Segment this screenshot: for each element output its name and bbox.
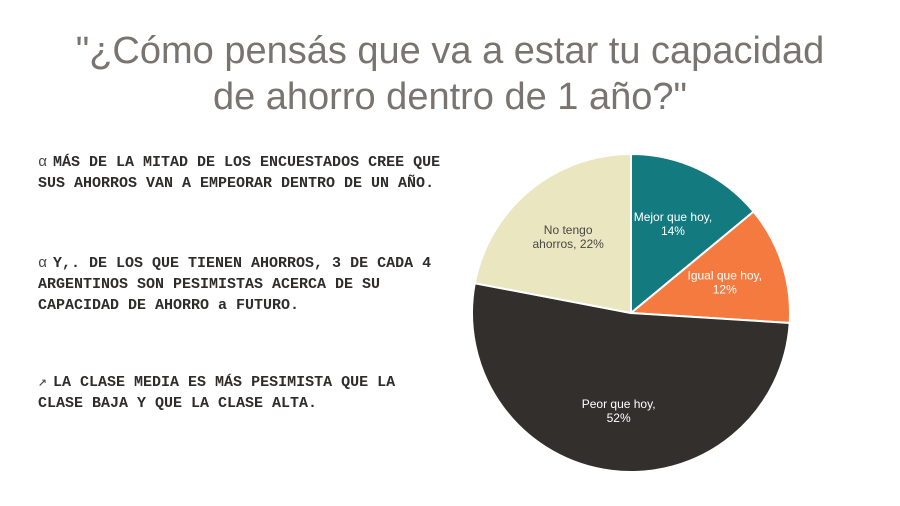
title-line-2: de ahorro dentro de 1 año?" bbox=[212, 76, 688, 118]
bullet-item: α MÁS DE LA MITAD DE LOS ENCUESTADOS CREE… bbox=[38, 152, 448, 194]
pie-slice-igual-que-hoy bbox=[628, 210, 791, 325]
pie-slice-mejor-que-hoy bbox=[630, 152, 755, 316]
bullet-text: LA CLASE MEDIA ES MÁS PESIMISTA QUE LA C… bbox=[38, 374, 396, 412]
page-title: "¿Cómo pensás que va a estar tu capacida… bbox=[0, 28, 900, 120]
bullet-item: α Y,. DE LOS QUE TIENEN AHORROS, 3 DE CAD… bbox=[38, 253, 448, 316]
alpha-icon: α bbox=[38, 255, 48, 272]
pie-label-peor-que-hoy: Peor que hoy, 52% bbox=[582, 397, 656, 425]
pie-label-igual-que-hoy: Igual que hoy, 12% bbox=[687, 269, 762, 297]
bullet-item: ↗ LA CLASE MEDIA ES MÁS PESIMISTA QUE LA … bbox=[38, 372, 448, 414]
pie-slice-no-tengo-ahorros bbox=[473, 152, 632, 315]
pie-slice-peor-que-hoy bbox=[471, 282, 791, 473]
bullet-text: Y,. DE LOS QUE TIENEN AHORROS, 3 DE CADA… bbox=[38, 255, 432, 314]
pie-label-mejor-que-hoy: Mejor que hoy, 14% bbox=[634, 210, 713, 238]
title-line-1: "¿Cómo pensás que va a estar tu capacida… bbox=[75, 30, 825, 72]
pie-chart: Mejor que hoy, 14% Igual que hoy, 12% Peor q… bbox=[471, 152, 791, 473]
pie-label-no-tengo-ahorros: No tengo ahorros, 22% bbox=[532, 223, 604, 251]
bullet-text: MÁS DE LA MITAD DE LOS ENCUESTADOS CREE … bbox=[38, 154, 441, 192]
alpha-icon: α bbox=[38, 154, 48, 171]
arrow-up-right-icon: ↗ bbox=[38, 374, 48, 391]
